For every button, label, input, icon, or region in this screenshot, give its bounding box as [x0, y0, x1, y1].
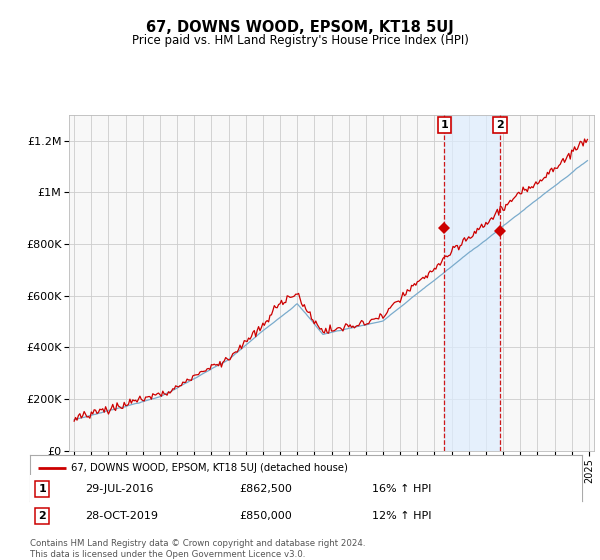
Text: £862,500: £862,500 — [240, 484, 293, 494]
Text: 67, DOWNS WOOD, EPSOM, KT18 5UJ: 67, DOWNS WOOD, EPSOM, KT18 5UJ — [146, 20, 454, 35]
Text: 28-OCT-2019: 28-OCT-2019 — [85, 511, 158, 521]
Text: 29-JUL-2016: 29-JUL-2016 — [85, 484, 154, 494]
Text: £850,000: £850,000 — [240, 511, 293, 521]
Text: 1: 1 — [440, 120, 448, 130]
Text: 12% ↑ HPI: 12% ↑ HPI — [372, 511, 432, 521]
Text: Contains HM Land Registry data © Crown copyright and database right 2024.
This d: Contains HM Land Registry data © Crown c… — [30, 539, 365, 559]
Text: 2: 2 — [496, 120, 504, 130]
Text: 67, DOWNS WOOD, EPSOM, KT18 5UJ (detached house): 67, DOWNS WOOD, EPSOM, KT18 5UJ (detache… — [71, 463, 348, 473]
Text: HPI: Average price, detached house, Reigate and Banstead: HPI: Average price, detached house, Reig… — [71, 486, 366, 496]
Text: 2: 2 — [38, 511, 46, 521]
Text: Price paid vs. HM Land Registry's House Price Index (HPI): Price paid vs. HM Land Registry's House … — [131, 34, 469, 46]
Bar — [444, 115, 500, 451]
Text: 16% ↑ HPI: 16% ↑ HPI — [372, 484, 431, 494]
Text: 1: 1 — [38, 484, 46, 494]
